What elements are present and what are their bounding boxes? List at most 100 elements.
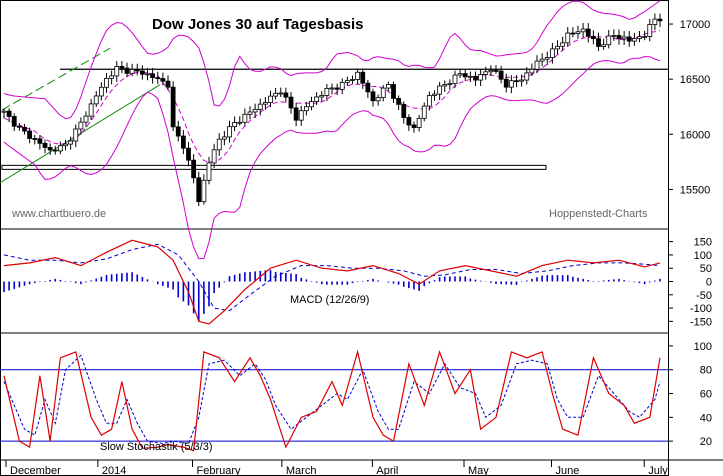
candle-body	[611, 35, 617, 37]
candle-body	[303, 106, 309, 112]
candle-body	[314, 96, 320, 102]
candle-body	[344, 80, 350, 83]
candle-body	[175, 126, 181, 137]
candle-body	[93, 95, 99, 105]
candle-body	[416, 117, 422, 128]
candle-body	[396, 98, 402, 105]
candle-body	[6, 110, 12, 117]
candle-body	[298, 110, 304, 121]
candle-body	[139, 70, 145, 75]
candle-body	[524, 72, 530, 81]
candle-body	[503, 78, 509, 88]
candle-body	[365, 82, 371, 93]
candle-body	[83, 115, 89, 123]
candle-body	[606, 35, 612, 46]
candle-body	[329, 87, 335, 90]
moving-average	[3, 30, 661, 163]
candle-body	[467, 75, 473, 78]
candle-body	[262, 102, 268, 105]
candle-body	[447, 83, 453, 86]
support-band	[1, 164, 547, 170]
candle-body	[549, 48, 555, 58]
candle-body	[114, 66, 120, 77]
candle-body	[68, 140, 74, 145]
candle-body	[47, 147, 53, 151]
candle-body	[170, 86, 176, 128]
trend-channel-lower	[0, 84, 161, 184]
candle-body	[585, 28, 591, 37]
candle-body	[647, 24, 653, 37]
candle-body	[155, 77, 161, 80]
candle-body	[165, 80, 171, 88]
candle-body	[575, 31, 581, 34]
bollinger-lower	[3, 56, 661, 260]
candle-body	[78, 121, 84, 130]
candle-body	[596, 38, 601, 47]
candle-body	[544, 57, 550, 60]
month-label: February	[197, 465, 242, 476]
candle-body	[565, 32, 571, 44]
stoch-tick-label: 60	[700, 389, 712, 401]
candle-body	[191, 159, 197, 179]
month-label: May	[468, 465, 489, 476]
macd-panel	[3, 239, 661, 325]
candle-body	[252, 108, 258, 113]
candle-body	[180, 135, 186, 149]
candle-body	[334, 87, 340, 90]
candle-body	[350, 79, 355, 81]
candle-body	[519, 79, 525, 82]
candle-body	[375, 97, 381, 102]
candle-body	[432, 93, 437, 96]
macd-tick-label: 150	[694, 237, 712, 249]
candle-body	[196, 177, 202, 203]
candle-body	[73, 128, 79, 142]
candle-body	[401, 104, 407, 118]
price-tick-label: 17000	[680, 19, 711, 31]
candle-body	[11, 116, 17, 127]
candle-body	[508, 80, 514, 88]
candle-body	[232, 122, 238, 128]
macd-tick-label: -150	[690, 316, 712, 328]
candle-body	[293, 107, 299, 121]
candle-body	[319, 95, 325, 98]
candle-body	[370, 91, 376, 102]
candle-body	[98, 86, 104, 97]
candle-body	[1, 110, 7, 113]
candle-body	[16, 125, 22, 128]
price-tick-label: 16500	[680, 74, 711, 86]
stoch-tick-label: 80	[700, 365, 712, 377]
month-label: April	[376, 465, 398, 476]
candle-body	[309, 101, 314, 108]
candle-body	[206, 162, 212, 181]
price-tick-label: 16000	[680, 129, 711, 141]
candle-body	[324, 88, 330, 96]
candle-body	[631, 38, 637, 42]
candle-body	[642, 36, 648, 38]
candle-body	[42, 142, 48, 148]
candle-body	[626, 36, 632, 42]
candle-body	[637, 36, 642, 40]
candle-body	[247, 111, 253, 115]
month-label: March	[286, 465, 317, 476]
candle-body	[498, 70, 504, 80]
axes: 17000165001600015500150100500-50-100-150…	[5, 19, 712, 476]
candle-body	[514, 80, 519, 83]
month-label: 2014	[102, 465, 126, 476]
macd-tick-label: 100	[694, 250, 712, 262]
candle-body	[462, 73, 468, 78]
candle-body	[355, 71, 361, 80]
candle-body	[339, 81, 345, 90]
candle-body	[37, 138, 43, 144]
candle-body	[211, 149, 217, 164]
candle-body	[201, 179, 207, 203]
candle-body	[283, 92, 289, 98]
source-left: www.chartbuero.de	[11, 208, 106, 220]
candle-body	[621, 36, 627, 40]
candle-body	[421, 105, 427, 119]
candle-body	[406, 117, 412, 126]
candle-body	[109, 75, 115, 79]
month-label: July	[648, 465, 668, 476]
